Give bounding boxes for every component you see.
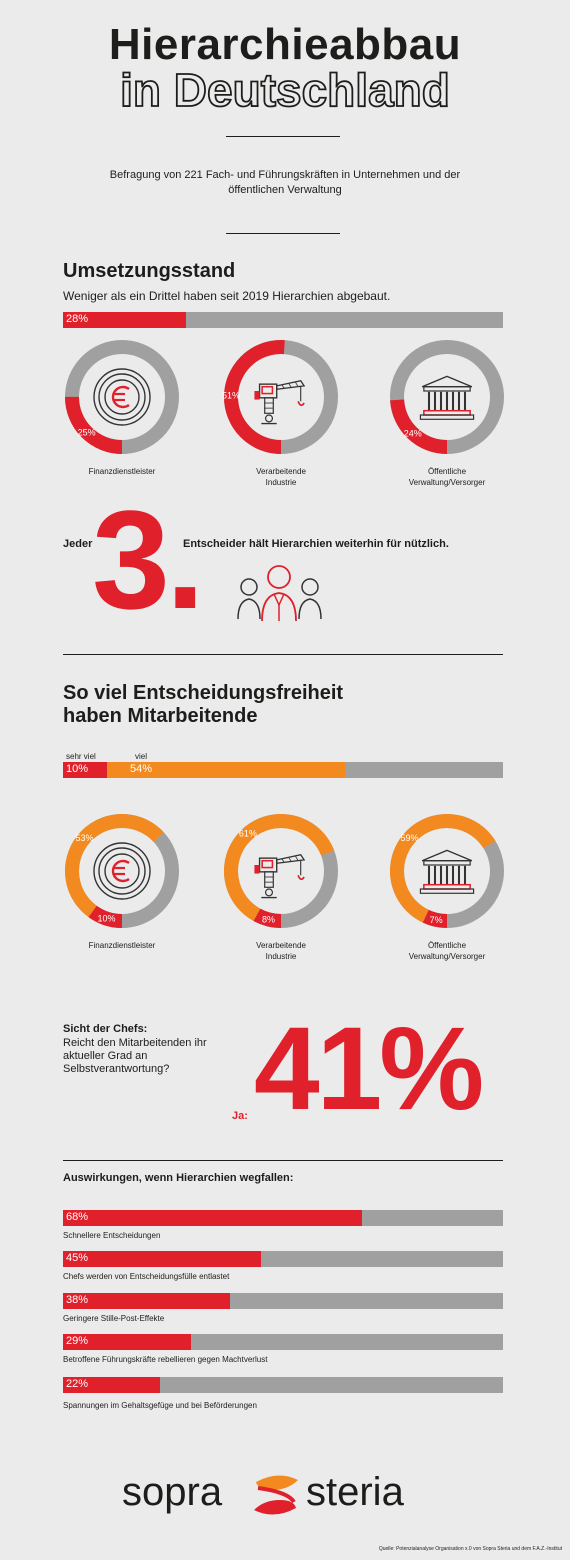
effect-bar-fill <box>63 1334 191 1350</box>
section-text-implementation: Weniger als ein Drittel haben seit 2019 … <box>63 289 391 303</box>
effect-bar-fill <box>63 1251 261 1267</box>
donut-much-label: 53% <box>75 833 93 843</box>
segment-label-very-much: sehr viel <box>66 752 96 761</box>
effect-caption: Spannungen im Gehaltsgefüge und bei Befö… <box>63 1401 257 1410</box>
source-note: Quelle: Potenzialanalyse Organisation x.… <box>378 1546 562 1552</box>
freedom-bar-much <box>63 762 345 778</box>
effect-row: 68% Schnellere Entscheidungen <box>63 1210 503 1240</box>
donut-very-much-arc <box>65 814 179 928</box>
callout-number: 3. <box>92 481 205 638</box>
euro-icon <box>92 841 152 901</box>
effect-bar-label: 38% <box>66 1294 89 1306</box>
effect-bar: 45% <box>63 1251 503 1267</box>
donut2-public: 7% 59% <box>390 814 504 928</box>
donut2-label-public: Öffentliche Verwaltung/Versorger <box>408 941 486 961</box>
effect-bar-label: 45% <box>66 1252 89 1264</box>
donut-much-arc <box>390 814 504 928</box>
donut-value-label: 24% <box>404 428 422 438</box>
divider <box>226 233 340 234</box>
divider <box>63 654 503 655</box>
section-heading-implementation: Umsetzungsstand <box>63 260 236 282</box>
divider <box>226 136 340 137</box>
freedom-bar-very-much-label: 10% <box>66 763 89 775</box>
donut-value-arc <box>65 340 179 454</box>
effect-bar-label: 22% <box>66 1378 89 1390</box>
donut-much-label: 61% <box>239 828 257 838</box>
donut-much-arc <box>64 814 179 928</box>
implementation-bar-fill <box>63 312 187 328</box>
page-title-outline: in Deutschland <box>119 63 451 117</box>
crane-icon <box>253 853 305 899</box>
chefs-heading: Sicht der Chefs: <box>63 1023 148 1035</box>
effect-bar: 29% <box>63 1334 503 1350</box>
donut-label-public: Öffentliche Verwaltung/Versorger <box>408 467 486 487</box>
effect-bar-label: 29% <box>66 1335 89 1347</box>
euro-icon <box>92 367 152 427</box>
freedom-bar-much-label: 54% <box>130 763 153 775</box>
effect-bar-fill <box>63 1293 231 1309</box>
donut-finance: 25% <box>65 340 179 454</box>
effect-row: 45% Chefs werden von Entscheidungsfülle … <box>63 1251 503 1281</box>
donut-value-label: 51% <box>222 390 240 400</box>
building-icon <box>419 375 475 421</box>
freedom-bar-very-much <box>63 762 107 778</box>
effect-bar: 22% <box>63 1377 503 1393</box>
donut-value-arc <box>390 340 504 454</box>
implementation-bar-label: 28% <box>66 313 89 325</box>
donut2-industry: 8% 61% <box>224 814 338 928</box>
donut-value-label: 25% <box>78 427 96 437</box>
donut-industry: 51% <box>222 340 338 454</box>
brand-logo-mark-icon <box>254 1475 298 1515</box>
effect-bar-fill <box>63 1210 363 1226</box>
page-title-line2: in Deutschland <box>120 64 450 116</box>
effect-bar: 38% <box>63 1293 503 1309</box>
callout-text: Entscheider hält Hierarchien weiterhin f… <box>183 538 449 550</box>
donut2-label-industry: Verarbeitende Industrie <box>256 941 306 961</box>
section-heading-freedom: So viel Entscheidungsfreiheit haben Mita… <box>63 682 344 727</box>
brand-logo-left: sopra <box>122 1470 223 1514</box>
effect-bar: 68% <box>63 1210 503 1226</box>
donut-very-much-arc <box>224 814 338 928</box>
donut-value-arc <box>224 340 338 454</box>
donut-very-much-label: 10% <box>98 914 116 924</box>
brand-logo-right: steria <box>306 1470 404 1514</box>
chefs-answer-label: Ja: <box>232 1110 248 1122</box>
effect-bar-label: 68% <box>66 1211 89 1223</box>
chefs-question: Reicht den Mitarbeitenden ihr aktueller … <box>63 1037 207 1075</box>
donut-public: 24% <box>390 340 504 454</box>
effect-caption: Geringere Stille-Post-Effekte <box>63 1314 165 1323</box>
freedom-bar: 10% 54% <box>63 762 503 778</box>
donut-label-industry: Verarbeitende Industrie <box>256 467 306 487</box>
effect-row: 38% Geringere Stille-Post-Effekte <box>63 1293 503 1323</box>
effects-heading: Auswirkungen, wenn Hierarchien wegfallen… <box>63 1172 294 1184</box>
donut-much-label: 59% <box>400 833 418 843</box>
divider <box>63 1160 503 1161</box>
segment-label-much: viel <box>135 752 148 761</box>
effect-bar-fill <box>63 1377 160 1393</box>
building-icon <box>419 849 475 895</box>
effect-caption: Chefs werden von Entscheidungsfülle entl… <box>63 1272 230 1281</box>
donut-very-much-label: 7% <box>430 915 443 925</box>
effect-caption: Betroffene Führungskräfte rebellieren ge… <box>63 1355 268 1364</box>
implementation-bar: 28% <box>63 312 503 328</box>
effect-row: 29% Betroffene Führungskräfte rebelliere… <box>63 1334 503 1364</box>
donut2-label-finance: Finanzdienstleister <box>88 941 156 950</box>
donut-label-finance: Finanzdienstleister <box>88 467 156 476</box>
people-icon <box>237 565 322 622</box>
donut2-finance: 10% 53% <box>64 814 179 928</box>
callout-prefix: Jeder <box>63 538 93 550</box>
effect-caption: Schnellere Entscheidungen <box>63 1231 161 1240</box>
donut-very-much-arc <box>390 814 504 928</box>
donut-much-arc <box>224 814 338 928</box>
donut-very-much-label: 8% <box>262 914 275 924</box>
crane-icon <box>253 379 305 425</box>
chefs-answer-value: 41% <box>254 1003 484 1135</box>
effect-row: 22% Spannungen im Gehaltsgefüge und bei … <box>63 1377 503 1410</box>
survey-subtitle: Befragung von 221 Fach- und Führungskräf… <box>109 169 461 196</box>
page-title: Hierarchieabbau <box>108 20 462 69</box>
